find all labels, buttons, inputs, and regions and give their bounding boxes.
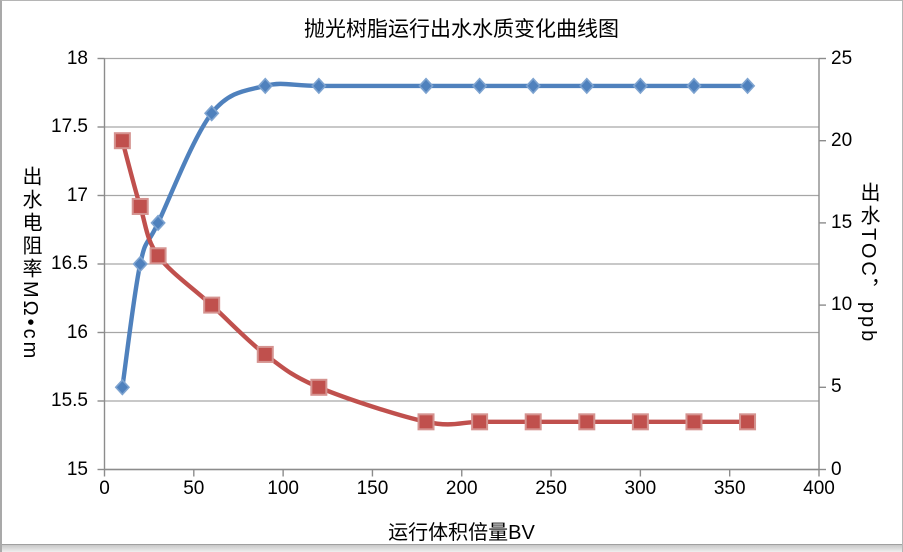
y-left-tick-label: 18: [66, 47, 88, 69]
marker-square: [524, 413, 542, 431]
y-axis-title-right: 出水TOC，ppb: [857, 182, 879, 345]
marker-square: [471, 413, 489, 431]
x-tick-label: 300: [624, 478, 657, 499]
x-tick-label: 150: [356, 478, 389, 499]
marker-square: [578, 413, 596, 431]
marker-diamond: [686, 77, 702, 95]
y-left-tick-label: 16: [66, 321, 88, 343]
y-right-tick-label: 20: [831, 129, 853, 151]
marker-square: [256, 345, 274, 363]
y-left-tick-label: 16.5: [51, 253, 88, 274]
y-right-tick-label: 5: [831, 376, 842, 398]
marker-square: [310, 378, 328, 396]
y-left-tick-label: 17.5: [51, 116, 88, 137]
series-line-square: [120, 138, 750, 427]
marker-diamond: [257, 77, 273, 95]
marker-square: [203, 296, 221, 314]
marker-diamond: [311, 77, 327, 95]
y-left-tick-label: 17: [66, 184, 88, 206]
marker-diamond: [525, 77, 541, 95]
x-tick-label: 400: [803, 478, 835, 499]
marker-square: [417, 413, 435, 431]
x-tick-label: 250: [535, 478, 567, 499]
y-right-tick-label: 15: [831, 211, 853, 233]
x-tick-label: 350: [713, 478, 746, 499]
y-right-tick-label: 10: [831, 294, 853, 316]
marker-square: [131, 197, 149, 215]
x-tick-label: 100: [267, 478, 299, 499]
chart-title: 抛光树脂运行出水水质变化曲线图: [304, 18, 619, 41]
y-left-tick-label: 15: [66, 458, 88, 480]
marker-diamond: [132, 255, 148, 273]
y-axis-title-left: 出水电阻率MΩ•cm: [19, 165, 41, 362]
marker-square: [113, 132, 131, 150]
marker-square: [739, 413, 757, 431]
y-right-tick-label: 25: [831, 47, 853, 69]
marker-diamond: [739, 77, 756, 95]
marker-diamond: [203, 104, 220, 122]
y-right-tick-label: 0: [831, 458, 842, 480]
x-tick-label: 200: [445, 478, 478, 499]
marker-diamond: [579, 77, 595, 95]
marker-diamond: [418, 77, 434, 95]
series-line-diamond: [120, 81, 750, 390]
marker-diamond: [471, 77, 488, 95]
x-axis-title: 运行体积倍量BV: [388, 522, 535, 544]
x-tick-label: 0: [99, 478, 110, 499]
marker-diamond: [632, 77, 649, 95]
marker-square: [149, 247, 167, 265]
y-left-tick-label: 15.5: [51, 390, 88, 411]
marker-diamond: [114, 378, 131, 396]
marker-square: [685, 413, 703, 431]
window-bottom-edge: [2, 544, 902, 552]
marker-diamond: [150, 214, 166, 232]
marker-square: [631, 413, 649, 431]
x-tick-label: 50: [183, 478, 205, 499]
